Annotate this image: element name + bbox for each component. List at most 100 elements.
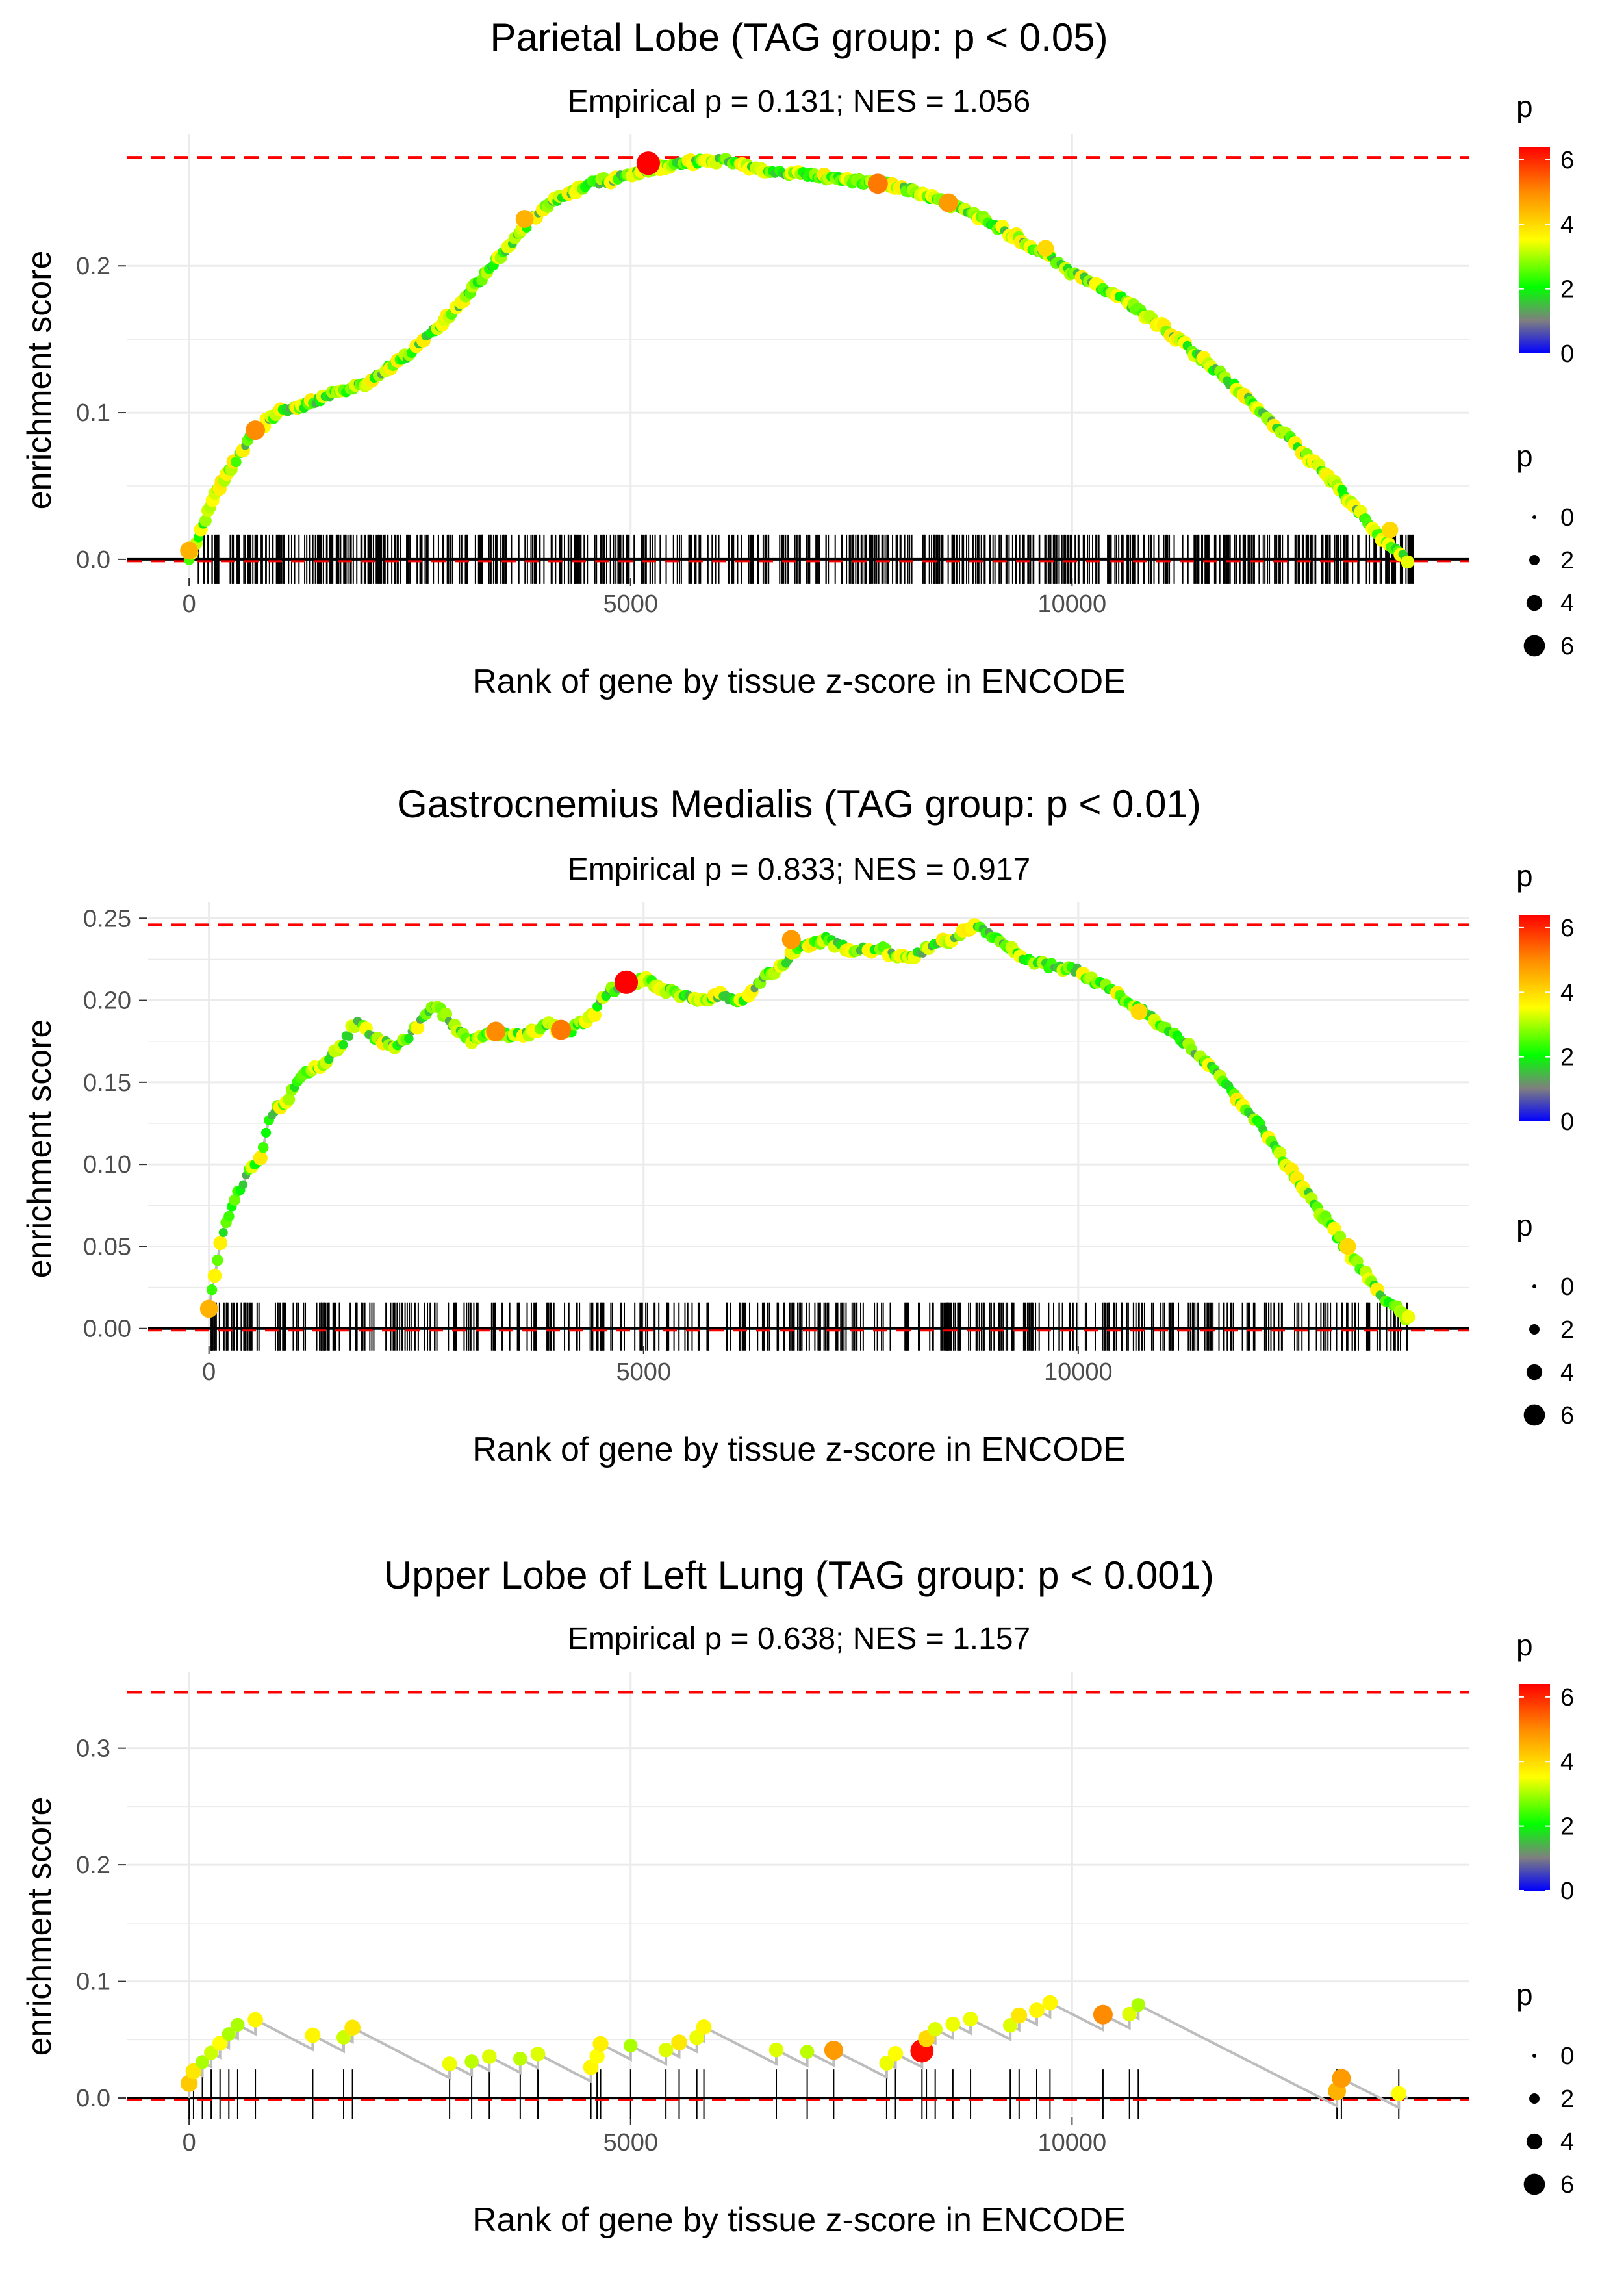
es-point [887, 2045, 904, 2062]
color-legend-title: p [1516, 1628, 1533, 1662]
size-legend-title: p [1516, 1978, 1533, 2012]
plot-area: 0.0 0.1 0.2 0.3 0 5000 10000 [76, 1672, 1469, 2156]
size-legend-title: p [1516, 1208, 1533, 1242]
size-legend-label: 4 [1560, 2128, 1574, 2156]
y-tick-label: 0.3 [76, 1735, 110, 1763]
es-point-highlight [199, 1299, 218, 1318]
es-point [410, 1021, 425, 1035]
color-legend-label: 2 [1560, 1044, 1574, 1071]
es-point [338, 1040, 348, 1050]
es-point [1332, 2069, 1351, 2088]
es-point [344, 2019, 361, 2036]
es-point [589, 2049, 605, 2064]
size-legend: 0 2 4 6 [1523, 1273, 1574, 1429]
size-legend-label: 6 [1560, 2171, 1574, 2199]
gene-rug [188, 2069, 1400, 2119]
color-legend-label: 6 [1560, 147, 1574, 174]
es-point [513, 2051, 527, 2066]
x-tick-label: 5000 [603, 2129, 658, 2156]
color-legend-label: 4 [1560, 979, 1574, 1006]
x-tick-label: 0 [183, 591, 196, 618]
y-tick-label: 0.0 [76, 546, 110, 574]
es-point-highlight [246, 420, 266, 441]
es-point-highlight [1037, 240, 1054, 257]
es-point [229, 1194, 240, 1206]
color-legend-ticks: 0 2 4 6 [1519, 147, 1574, 368]
es-point [305, 2027, 321, 2043]
es-point-highlight [939, 193, 958, 212]
size-legend-dot [1532, 2054, 1536, 2058]
gridlines [148, 902, 1469, 1345]
size-legend-dot [1523, 1404, 1545, 1426]
es-point [230, 456, 242, 468]
x-axis-title: Rank of gene by tissue z-score in ENCODE [472, 663, 1126, 700]
y-tick-label: 0.15 [83, 1069, 131, 1097]
color-legend-title: p [1516, 859, 1533, 893]
x-axis-title: Rank of gene by tissue z-score in ENCODE [472, 1431, 1126, 1468]
size-legend-dot [1526, 594, 1543, 611]
es-point [1029, 2002, 1045, 2018]
y-tick-label: 0.0 [76, 2085, 110, 2112]
y-axis-title: enrichment score [21, 251, 58, 510]
color-legend-bar [1519, 1684, 1550, 1891]
es-point-highlight [636, 151, 661, 175]
color-legend-label: 0 [1560, 1108, 1574, 1136]
size-legend-dot [1529, 2093, 1540, 2104]
es-point-highlight [781, 930, 801, 949]
x-tick-label: 5000 [616, 1359, 671, 1386]
size-legend-dot [1523, 635, 1545, 657]
es-point [222, 2026, 236, 2041]
es-point [231, 2017, 245, 2032]
es-point [257, 1142, 269, 1153]
x-tick-label: 5000 [603, 591, 658, 618]
size-legend-label: 0 [1560, 2043, 1574, 2070]
es-curve [188, 157, 1409, 563]
es-point [879, 2056, 894, 2071]
es-point [482, 2049, 497, 2064]
es-point [223, 1210, 235, 1222]
size-legend-dot [1526, 1364, 1543, 1381]
es-point [283, 1093, 296, 1106]
es-point [928, 2021, 943, 2037]
x-tick-label: 10000 [1038, 2129, 1107, 2156]
y-tick-label: 0.25 [83, 905, 131, 932]
es-point [1042, 1995, 1058, 2011]
chart-subtitle: Empirical p = 0.638; NES = 1.157 [568, 1622, 1030, 1656]
es-point [824, 2041, 843, 2060]
es-point [218, 1227, 228, 1238]
es-point [213, 1236, 228, 1251]
size-legend-dot [1526, 2133, 1543, 2150]
es-point [624, 2038, 638, 2053]
es-point [1391, 2086, 1406, 2101]
color-legend-label: 4 [1560, 1748, 1574, 1776]
es-point [1401, 555, 1415, 569]
es-point-highlight [614, 970, 639, 994]
es-points [199, 918, 1415, 1326]
size-legend-dot [1532, 1284, 1536, 1288]
gridlines [127, 1672, 1469, 2115]
es-point [404, 1034, 414, 1043]
color-legend-label: 0 [1560, 1878, 1574, 1905]
es-point [199, 515, 212, 527]
es-point-highlight [486, 1021, 506, 1041]
size-legend-label: 0 [1560, 1273, 1574, 1301]
x-tick-label: 0 [183, 2129, 196, 2156]
es-point [800, 2045, 815, 2059]
es-point-highlight [1381, 521, 1399, 539]
size-legend-label: 6 [1560, 1402, 1574, 1429]
color-legend-bar [1519, 915, 1550, 1121]
es-point [344, 1032, 353, 1041]
panel-parietal-lobe: Parietal Lobe (TAG group: p < 0.05) Empi… [21, 16, 1574, 700]
es-point [442, 2056, 457, 2072]
size-legend-label: 2 [1560, 2086, 1574, 2113]
chart-title: Gastrocnemius Medialis (TAG group: p < 0… [397, 782, 1201, 826]
es-point [238, 1180, 248, 1190]
y-tick-label: 0.2 [76, 253, 110, 280]
es-point [696, 2019, 712, 2035]
es-point [1401, 1310, 1415, 1324]
color-legend-label: 2 [1560, 276, 1574, 303]
es-point-highlight [1339, 1238, 1356, 1255]
x-tick-label: 10000 [1044, 1359, 1113, 1386]
y-tick-label: 0.2 [76, 1852, 110, 1879]
